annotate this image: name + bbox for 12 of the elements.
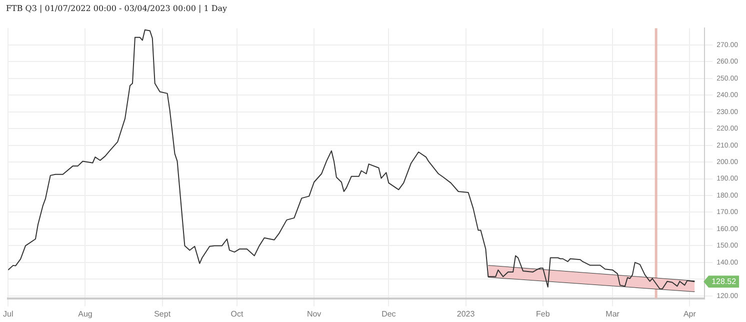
x-tick-label: Feb: [536, 309, 550, 318]
chart-title: FTB Q3 | 01/07/2022 00:00 - 03/04/2023 00:00 | 1 Day: [5, 3, 228, 15]
x-tick-label: Jul: [2, 309, 14, 318]
x-tick-label: Nov: [306, 309, 322, 318]
x-tick-label: Sept: [154, 309, 172, 318]
x-tick-label: Aug: [78, 309, 92, 318]
x-tick-label: Apr: [683, 309, 696, 318]
x-tick-label: Mar: [606, 309, 620, 318]
x-tick-label: Oct: [230, 309, 244, 318]
x-tick-label: Dec: [382, 309, 396, 318]
x-tick-label: 2023: [456, 309, 476, 318]
annotation: 128.52: [712, 276, 737, 286]
